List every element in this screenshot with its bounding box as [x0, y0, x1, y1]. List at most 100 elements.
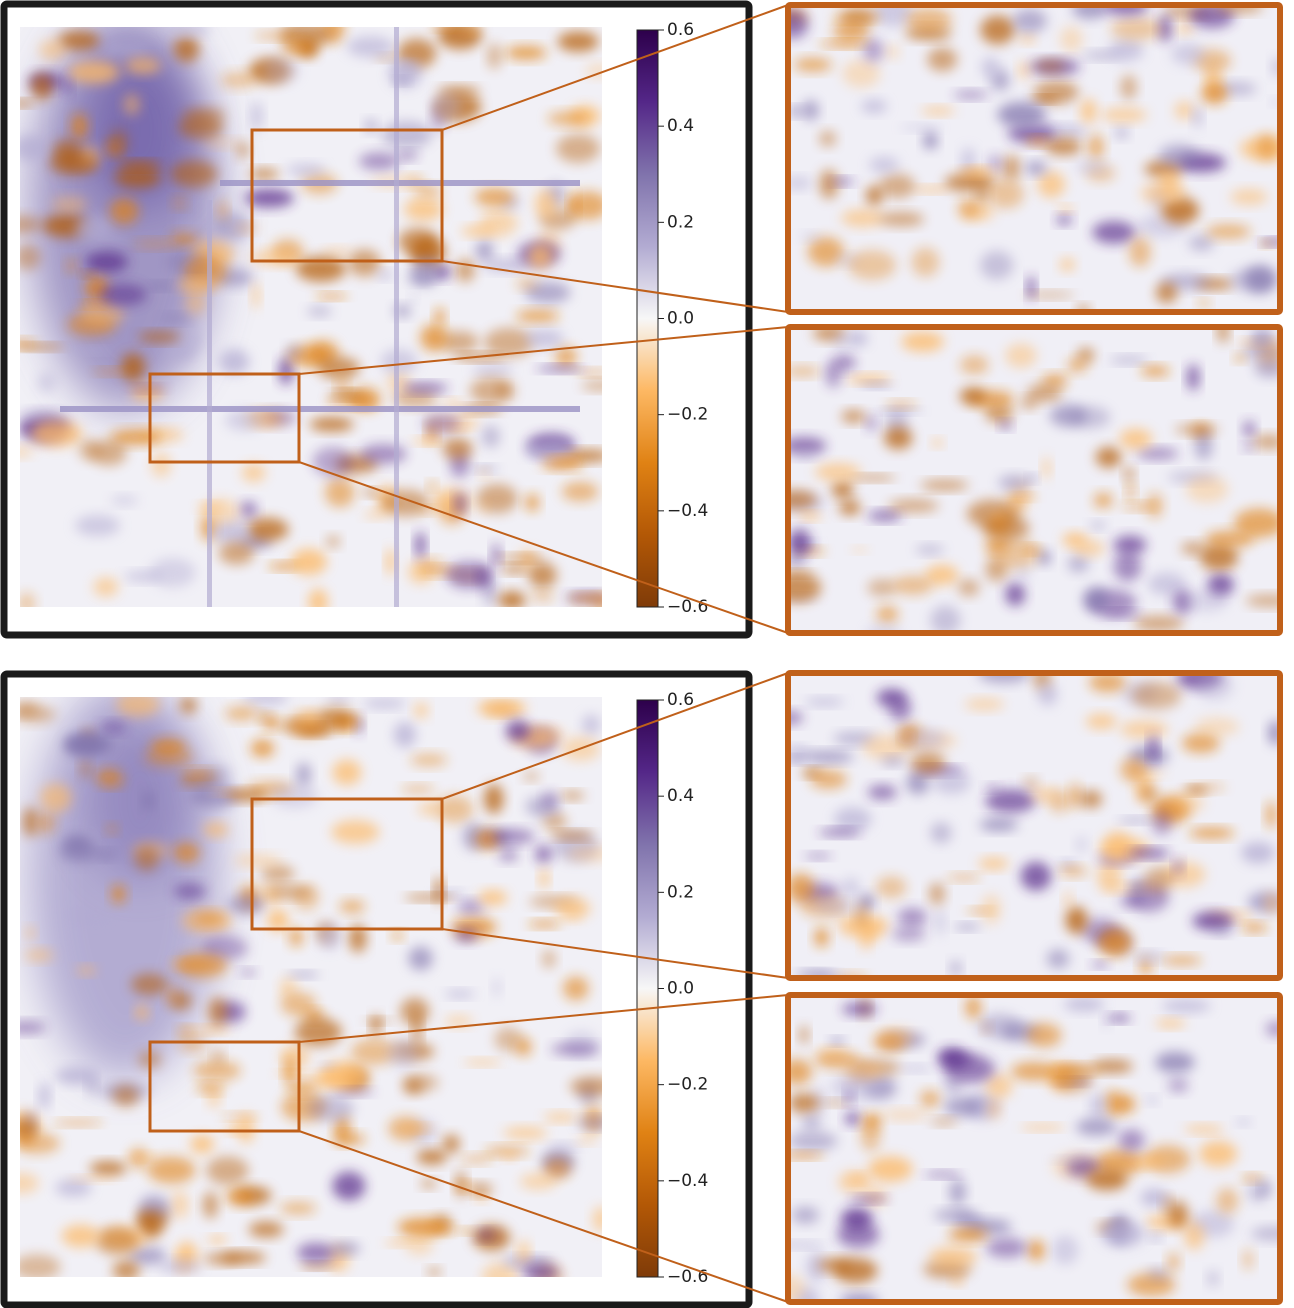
texture-blob: [1132, 952, 1166, 962]
texture-blob: [788, 555, 805, 566]
texture-blob: [1230, 189, 1268, 205]
texture-blob: [821, 1099, 850, 1107]
texture-blob: [1256, 328, 1272, 345]
texture-blob: [208, 1235, 227, 1244]
texture-blob: [1197, 299, 1210, 307]
texture-blob: [211, 520, 251, 544]
texture-blob: [924, 1171, 961, 1178]
texture-blob: [1131, 681, 1182, 710]
texture-blob: [279, 977, 297, 998]
texture-blob: [1250, 1226, 1280, 1241]
texture-blob: [1171, 792, 1205, 814]
texture-blob: [522, 1264, 559, 1277]
texture-blob: [1086, 1169, 1128, 1191]
texture-blob: [446, 561, 492, 589]
texture-blob: [1069, 782, 1081, 809]
texture-blob: [70, 902, 122, 930]
texture-blob: [95, 768, 123, 785]
texture-blob: [264, 56, 300, 84]
texture-blob: [184, 289, 207, 315]
colorbar-tick-label: 0.4: [667, 786, 694, 806]
texture-blob: [1240, 841, 1276, 864]
texture-blob: [1188, 827, 1235, 839]
texture-blob: [543, 1158, 571, 1180]
texture-blob: [546, 458, 584, 470]
texture-blob: [496, 384, 509, 396]
colorbar-tick-label: 0.0: [667, 979, 694, 999]
inset-image: [788, 995, 1280, 1302]
texture-blob: [788, 756, 804, 764]
texture-blob: [867, 784, 897, 800]
texture-blob: [112, 1260, 140, 1277]
texture-blob: [1011, 493, 1038, 501]
texture-blob: [949, 1178, 966, 1206]
texture-blob: [250, 250, 301, 265]
texture-blob: [1256, 133, 1278, 161]
texture-blob: [316, 706, 355, 729]
texture-blob: [1207, 575, 1233, 599]
texture-blob: [227, 894, 265, 915]
texture-blob: [892, 575, 934, 595]
inset-frame: [785, 992, 1283, 1305]
texture-blob: [548, 1142, 583, 1151]
texture-blob: [923, 131, 938, 150]
texture-blob: [417, 802, 442, 816]
texture-blob: [988, 179, 1025, 209]
texture-blob: [358, 152, 400, 171]
zoom-box: [148, 372, 301, 464]
texture-blob: [420, 1179, 437, 1189]
texture-blob: [151, 452, 172, 478]
texture-blob: [52, 1119, 104, 1127]
texture-blob: [1242, 1174, 1263, 1183]
texture-blob: [492, 977, 502, 997]
texture-blob: [472, 465, 499, 473]
texture-blob: [958, 579, 980, 597]
texture-blob: [331, 820, 380, 844]
texture-blob: [517, 1240, 530, 1265]
texture-blob: [1253, 434, 1280, 449]
texture-blob: [371, 1015, 381, 1035]
texture-blob: [286, 1080, 319, 1094]
texture-blob: [286, 163, 326, 177]
texture-blob: [408, 946, 433, 971]
texture-blob: [905, 8, 953, 32]
texture-blob: [825, 360, 842, 388]
texture-blob: [110, 429, 162, 445]
texture-blob: [1095, 446, 1122, 468]
texture-blob: [1183, 1221, 1205, 1250]
texture-blob: [553, 897, 591, 920]
texture-blob: [1234, 353, 1246, 363]
zoom-line: [298, 994, 789, 1043]
colorbar-tick-label: 0.2: [667, 212, 694, 232]
texture-blob: [261, 865, 295, 882]
texture-blob: [363, 510, 388, 519]
texture-blob: [985, 783, 1000, 792]
texture-blob: [1162, 861, 1206, 888]
texture-blob: [536, 365, 584, 373]
texture-blob: [944, 173, 996, 192]
texture-blob: [478, 890, 508, 906]
texture-blob: [99, 721, 127, 734]
texture-blob: [927, 47, 958, 72]
texture-blob: [392, 61, 421, 70]
texture-blob: [1254, 358, 1280, 378]
texture-blob: [134, 847, 159, 872]
colorbar-tick-label: 0.0: [667, 309, 694, 329]
texture-blob: [332, 1171, 366, 1201]
texture-blob: [267, 908, 289, 932]
texture-blob: [20, 1172, 39, 1194]
texture-blob: [173, 36, 200, 63]
texture-blob: [806, 1252, 827, 1282]
texture-blob: [793, 58, 833, 72]
texture-blob: [906, 771, 930, 795]
texture-blob: [62, 74, 73, 95]
colorbar-tick-label: 0.6: [667, 20, 694, 40]
colorbar: [636, 29, 659, 608]
zoom-line: [298, 326, 789, 375]
texture-blob: [1117, 817, 1154, 824]
texture-blob: [788, 1059, 813, 1085]
texture-blob: [1110, 17, 1163, 41]
texture-blob: [109, 198, 139, 225]
texture-blob: [998, 475, 1031, 491]
texture-blob: [491, 542, 501, 568]
